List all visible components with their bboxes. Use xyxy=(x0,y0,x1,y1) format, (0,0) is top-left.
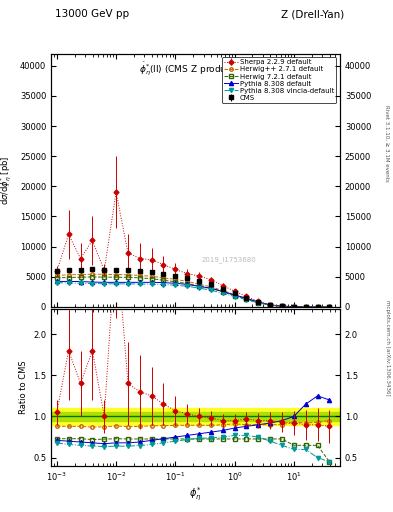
Text: 2019_I1753680: 2019_I1753680 xyxy=(201,256,256,263)
Bar xyxy=(51,408,340,425)
Legend: Sherpa 2.2.9 default, Herwig++ 2.7.1 default, Herwig 7.2.1 default, Pythia 8.308: Sherpa 2.2.9 default, Herwig++ 2.7.1 def… xyxy=(222,57,336,103)
Text: $\dot{\phi}^{*}_{\eta}$(ll) (CMS Z production): $\dot{\phi}^{*}_{\eta}$(ll) (CMS Z produ… xyxy=(139,61,252,78)
Bar xyxy=(51,412,340,420)
Text: mcplots.cern.ch [arXiv:1306.3436]: mcplots.cern.ch [arXiv:1306.3436] xyxy=(385,301,389,396)
X-axis label: $\phi^{*}_{\eta}$: $\phi^{*}_{\eta}$ xyxy=(189,486,202,503)
Text: 13000 GeV pp: 13000 GeV pp xyxy=(55,9,129,19)
Y-axis label: Ratio to CMS: Ratio to CMS xyxy=(18,361,28,414)
Y-axis label: d$\sigma$/d$\phi^{*}_{\eta}$ [pb]: d$\sigma$/d$\phi^{*}_{\eta}$ [pb] xyxy=(0,156,14,205)
Text: Rivet 3.1.10, ≥ 3.1M events: Rivet 3.1.10, ≥ 3.1M events xyxy=(385,105,389,182)
Text: Z (Drell-Yan): Z (Drell-Yan) xyxy=(281,9,344,19)
